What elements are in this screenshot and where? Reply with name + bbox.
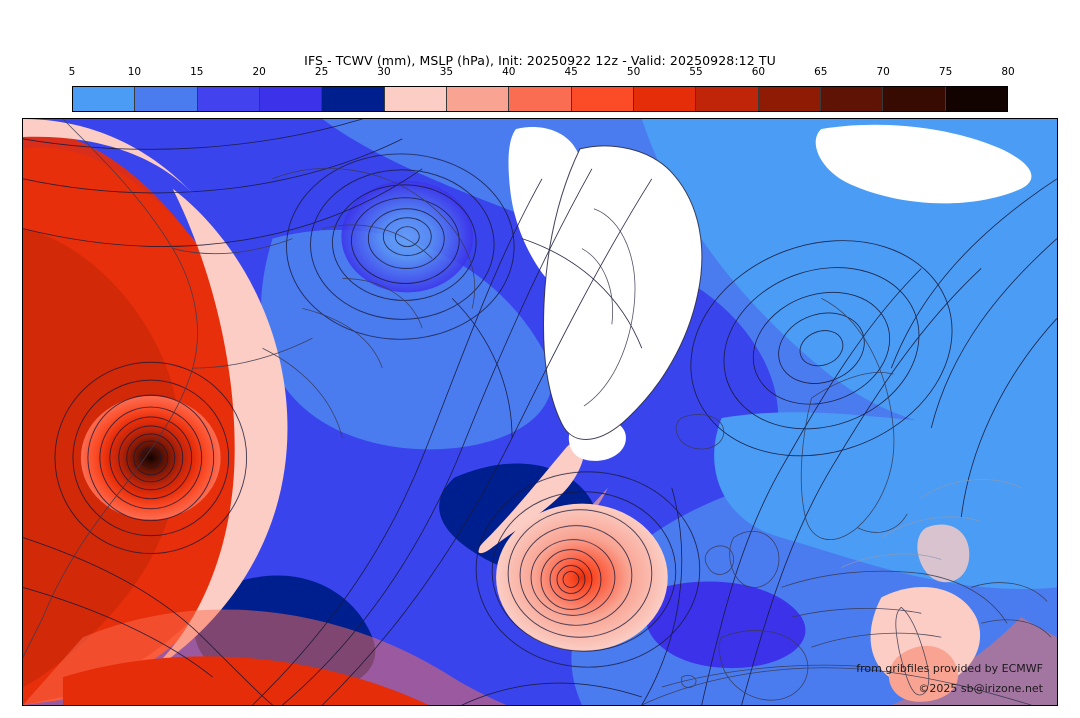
colorbar-tick-70: 70 [876,66,890,78]
colorbar-tick-50: 50 [626,66,641,78]
colorbar-band-40-45 [509,87,572,111]
ellesmere-island [508,127,578,289]
arctic-low-core [341,180,474,293]
tcwv-balkans [917,524,970,583]
colorbar-tick-25: 25 [314,66,329,78]
colorbar-tick-20: 20 [252,66,266,78]
svalbard-arctic-ice [815,124,1032,204]
colorbar-band-20-25 [259,87,323,111]
colorbar-tick-5: 5 [68,66,76,78]
colorbar-band-30-35 [384,87,447,111]
colorbar-tick-15: 15 [190,66,204,78]
colorbar-tick-80: 80 [1001,66,1015,78]
colorbar-tick-60: 60 [751,66,766,78]
colorbar-band-50-55 [633,87,697,111]
tcwv-filament-norway [478,441,584,554]
greenland-landmass [543,145,702,440]
colorbar-tick-10: 10 [127,66,142,78]
tcwv-plume-edge-nw [142,188,288,678]
weather-map-panel[interactable]: from gribfiles provided by ECMWF ©2025 s… [22,118,1058,706]
tcwv-band-south-core [62,656,453,705]
tcwv-band-5-10-b [714,412,1057,589]
colorbar-gradient [72,86,1008,112]
colorbar-band-35-40 [446,87,510,111]
colorbar-band-15-20 [197,87,260,111]
colorbar-tick-65: 65 [814,66,828,78]
watermark-source: from gribfiles provided by ECMWF [856,662,1043,675]
colorbar-band-45-50 [571,87,634,111]
greenland-south-tip [568,417,626,461]
colorbar-band-60-65 [758,87,821,111]
colorbar-band-10-15 [135,87,198,111]
tcwv-band-10-15-b [261,229,552,450]
page-title: IFS - TCWV (mm), MSLP (hPa), Init: 20250… [304,53,776,68]
colorbar-tick-75: 75 [938,66,953,78]
colorbar-tick-45: 45 [564,66,578,78]
watermark-copyright: ©2025 sb@irizone.net [918,682,1043,695]
colorbar-tick-labels: 5 10 15 20 25 30 35 40 45 50 55 60 65 70 75 80 [68,66,1015,82]
colorbar-band-25-30 [322,87,385,111]
colorbar-band-65-70 [820,87,884,111]
tcwv-plume-edge-n [23,119,198,199]
colorbar-legend: 5 10 15 20 25 30 35 40 45 50 55 60 65 70 75 80 [68,66,1015,112]
tcwv-band-20-25-a [645,581,806,669]
colorbar-tick-55: 55 [689,66,703,78]
colorbar-band-55-60 [696,87,759,111]
colorbar-tick-30: 30 [377,66,391,78]
colorbar-band-70-75 [883,87,946,111]
colorbar-tick-40: 40 [502,66,516,78]
atlantic-cyclone-core [496,503,668,652]
tropical-cyclone-core [80,396,221,520]
colorbar-tick-35: 35 [439,66,454,78]
colorbar-band-75-80 [945,87,1007,111]
tcwv-mediterranean-core [888,645,959,702]
coastlines [23,119,1052,705]
colorbar-band-5-10 [73,87,136,111]
map-canvas [23,119,1057,705]
mslp-contours [23,119,1057,705]
